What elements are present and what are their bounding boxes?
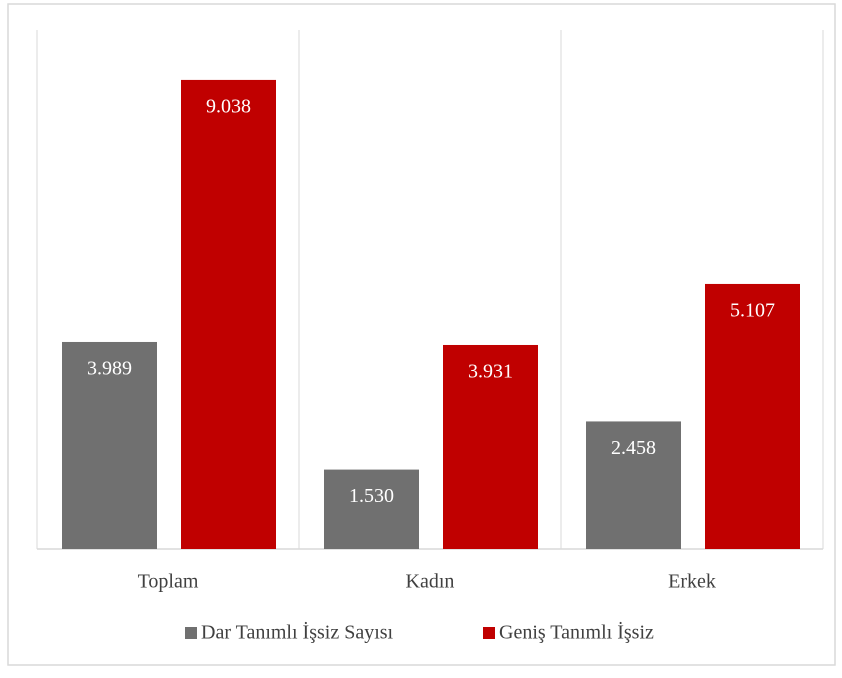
bar [181,79,276,550]
legend-swatch [483,627,495,639]
data-label: 1.530 [349,485,394,507]
x-tick-label: Kadın [406,571,455,593]
x-tick-label: Toplam [138,571,199,593]
chart-border [7,3,836,666]
legend-swatch [185,627,197,639]
legend-label: Geniş Tanımlı İşsiz [499,621,654,644]
data-label: 3.931 [468,361,513,383]
bar [443,344,538,549]
data-label: 2.458 [611,437,656,459]
data-label: 5.107 [730,300,775,322]
x-tick-label: Erkek [668,571,716,593]
data-label: 3.989 [87,358,132,380]
bar [62,341,157,549]
legend-label: Dar Tanımlı İşsiz Sayısı [201,621,394,644]
bar [705,283,800,549]
bar [324,469,419,549]
data-label: 9.038 [206,96,251,118]
bar [586,421,681,549]
